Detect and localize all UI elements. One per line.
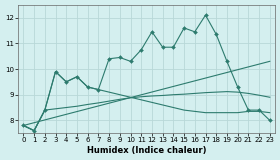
X-axis label: Humidex (Indice chaleur): Humidex (Indice chaleur) bbox=[87, 146, 206, 155]
